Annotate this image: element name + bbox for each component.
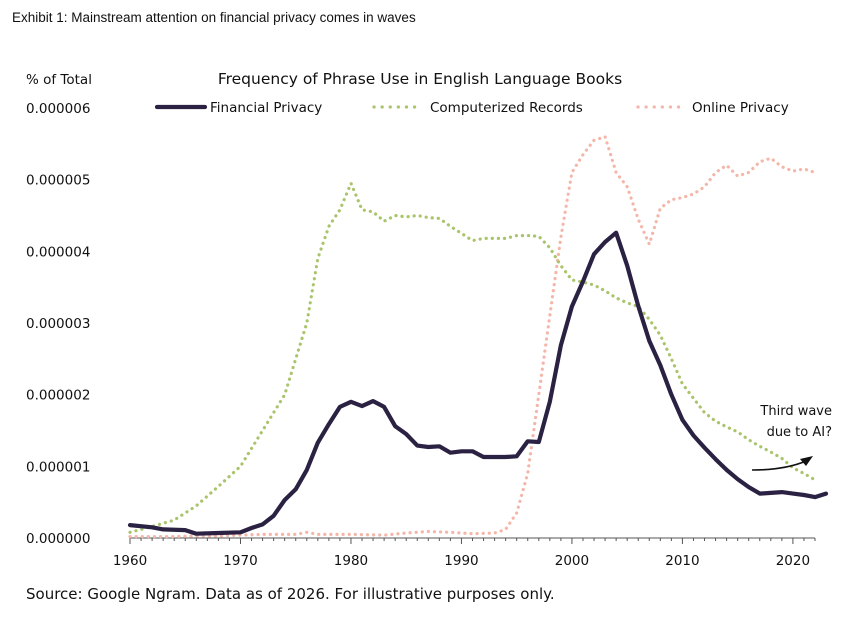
y-axis-label: % of Total [26, 72, 92, 88]
annotation: Third wave due to AI? [751, 404, 832, 471]
series-line-online-privacy [128, 135, 817, 539]
annotation-line-2: due to AI? [767, 425, 832, 440]
legend-label: Computerized Records [430, 100, 583, 116]
y-tick-label: 0.000001 [26, 459, 90, 475]
y-axis: 0.000000 0.000001 0.000002 0.000003 0.000004… [26, 101, 90, 547]
x-axis: 1960 1970 1980 1990 2000 2010 2020 [113, 537, 816, 569]
source-note: Source: Google Ngram. Data as of 2026. F… [26, 585, 555, 603]
x-tick-label: 1970 [223, 553, 257, 569]
y-tick-label: 0.000003 [26, 316, 90, 332]
y-tick-label: 0.000002 [26, 388, 90, 404]
x-tick-label: 1990 [444, 553, 478, 569]
legend: Financial Privacy Computerized Records Onl… [154, 100, 789, 116]
series-line-computerized-records [128, 181, 817, 534]
series-group [127, 135, 829, 539]
annotation-line-1: Third wave [759, 404, 832, 419]
x-tick-label: 1960 [113, 553, 147, 569]
x-tick-label: 2020 [776, 553, 810, 569]
y-tick-label: 0.000006 [26, 101, 90, 117]
y-tick-label: 0.000005 [26, 173, 90, 189]
annotation-arrow [751, 460, 807, 471]
y-tick-label: 0.000004 [26, 244, 90, 260]
x-tick-label: 1980 [334, 553, 368, 569]
series-line-financial-privacy [127, 230, 829, 536]
legend-label: Financial Privacy [210, 100, 322, 116]
y-tick-label: 0.000000 [26, 531, 90, 547]
x-tick-label: 2000 [555, 553, 589, 569]
annotation-arrow-head-icon [800, 456, 813, 466]
exhibit-caption: Exhibit 1: Mainstream attention on finan… [12, 10, 416, 25]
legend-label: Online Privacy [692, 100, 789, 116]
x-tick-label: 2010 [665, 553, 699, 569]
chart-title: Frequency of Phrase Use in English Langu… [218, 70, 622, 88]
